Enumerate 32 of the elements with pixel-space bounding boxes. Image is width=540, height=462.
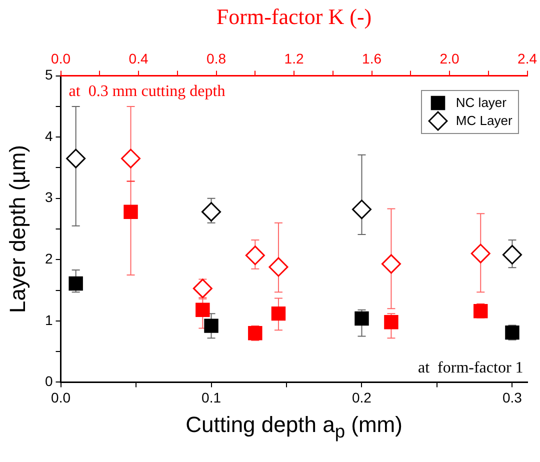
y-tick-label: 0 [44, 373, 53, 390]
annotation: at 0.3 mm cutting depth [68, 83, 226, 100]
y-tick-label: 3 [44, 189, 53, 206]
x2-axis-title: Form-factor K (-) [216, 4, 372, 30]
x2-tick-label: 0.4 [128, 50, 148, 66]
x2-tick-label: 1.2 [284, 50, 304, 66]
x2-tick-label: 0.0 [51, 50, 71, 66]
point [502, 244, 522, 264]
point [66, 148, 86, 168]
y-tick-label: 4 [44, 128, 53, 144]
y-axis-title: Layer depth (µm) [5, 145, 31, 313]
y-tick-label: 1 [44, 312, 53, 328]
x2-tick-label: 2.4 [518, 50, 538, 66]
annotation: at form-factor 1 [418, 359, 524, 376]
x-tick-label: 0.2 [352, 389, 372, 406]
point [352, 200, 372, 220]
point [505, 325, 520, 340]
x-tick-label: 0.0 [51, 389, 71, 406]
point [202, 202, 222, 222]
x-axis-title: Cutting depth a$_{p}$ (mm) [186, 412, 402, 443]
y-tick-label: 2 [44, 250, 53, 266]
point [204, 318, 218, 333]
x-tick-label: 0.3 [502, 389, 522, 406]
legend-label: MC Layer [456, 113, 512, 128]
x-tick-label: 0.1 [202, 389, 222, 406]
y-tick-label: 5 [44, 66, 53, 83]
point [354, 311, 369, 326]
legend-label: NC layer [456, 95, 506, 110]
x2-tick-label: 2.0 [440, 50, 460, 66]
x2-tick-label: 1.6 [362, 50, 382, 66]
point [68, 276, 83, 291]
x2-tick-label: 0.8 [206, 50, 226, 66]
